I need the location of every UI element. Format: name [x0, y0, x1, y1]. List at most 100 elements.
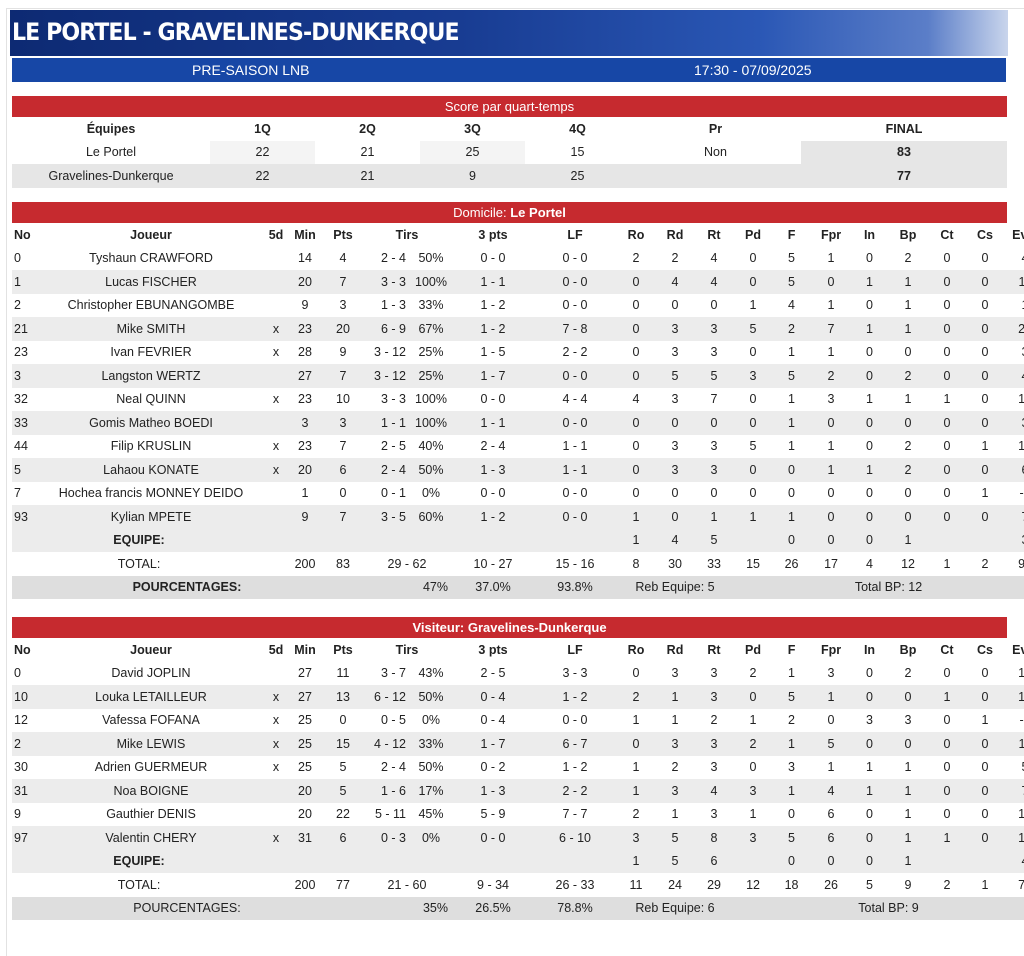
stat-cell: 3 [734, 364, 773, 388]
stat-cell: 1 [888, 849, 929, 873]
stat-cell: 0 - 0 [562, 298, 588, 313]
stat-cell: 0 [943, 439, 951, 454]
stat-cell: 1 [827, 760, 835, 775]
stat-cell: 0 [981, 666, 989, 681]
stat-cell: 26 [784, 556, 799, 571]
column-header: 5d [268, 227, 284, 242]
column-header: LF [567, 227, 583, 242]
stat-cell: 0 [749, 760, 757, 775]
stat-cell: 20 [286, 270, 324, 294]
stat-cell: 0 [928, 364, 967, 388]
stat-cell: 0 [811, 849, 852, 873]
stat-cell: 0 [827, 713, 835, 728]
stat-cell: 5 - 9 [480, 807, 506, 822]
stat-cell: 0 [866, 345, 873, 360]
stat-cell: 1 [772, 732, 812, 756]
stat-cell: 0 [632, 439, 640, 454]
stat-cell: 3 [286, 411, 324, 435]
stat-cell: 4 [788, 298, 795, 313]
stat-cell: 1 [827, 345, 835, 360]
stat-cell: 23 [298, 439, 312, 454]
stat-cell: 2 [981, 556, 989, 571]
stat-cell: 0 [632, 345, 640, 360]
quarter-score-cell: Non [704, 145, 727, 160]
stat-cell: 7 [811, 317, 852, 341]
column-header: 5d [268, 642, 284, 657]
stat-cell: 2 [904, 666, 912, 681]
stat-cell: 3 [656, 317, 695, 341]
stat-cell: 1 [928, 685, 967, 709]
stat-cell: 0 [616, 458, 657, 482]
stat-cell: 1 [827, 298, 835, 313]
stat-cell: 0 [710, 298, 718, 313]
boxscore-header-row: No Joueur 5d Min Pts Tirs 3 pts LF Ro Rd Rt Pd F Fpr I… [12, 223, 1024, 247]
stat-cell: 67% [410, 317, 453, 341]
stat-cell: 1 - 1 [534, 458, 617, 482]
stat-cell: 1 [616, 528, 657, 552]
blank-cell [966, 896, 1024, 920]
stat-cell: 25 [298, 713, 312, 728]
player-row: 0 David JOPLIN 27 11 3 - 7 43% 2 - 5 3 - 3 0 3 3 2 1… [12, 662, 1024, 686]
stat-cell: 1 [866, 760, 873, 775]
starter-mark [266, 505, 286, 529]
stat-cell: 6 [694, 849, 735, 873]
column-header: Ro [627, 642, 645, 657]
competition-label: PRE-SAISON LNB [192, 62, 310, 78]
stat-cell: 1 [851, 458, 889, 482]
stat-cell: 9 [301, 298, 309, 313]
stat-cell: 1 - 3 [452, 458, 535, 482]
quarter-score-cell: 9 [420, 164, 525, 188]
stat-cell: 0 [928, 458, 967, 482]
stat-cell: 0 - 3 [362, 826, 410, 850]
stat-cell: 4 [866, 556, 873, 571]
stat-cell: 0 [904, 345, 912, 360]
starter-mark [266, 803, 286, 827]
stat-cell: 1 [788, 439, 795, 454]
stat-cell: 2 - 2 [562, 345, 588, 360]
column-header: Ro [627, 227, 645, 242]
stat-cell: 0 - 4 [452, 685, 535, 709]
stat-cell: 25 [286, 732, 324, 756]
stat-cell: 19 [1018, 807, 1024, 822]
stat-cell: 1 [788, 666, 795, 681]
player-number: 32 [14, 392, 28, 407]
stat-cell [966, 849, 1005, 873]
stat-cell [966, 528, 1005, 552]
stat-cell: 5 [1004, 756, 1024, 780]
stat-cell: 1 - 1 [562, 439, 588, 454]
stat-cell: 1 [888, 528, 929, 552]
stat-cell: 2 - 4 [480, 439, 506, 454]
stat-cell: 3 [1004, 528, 1024, 552]
stat-cell: 9 - 34 [477, 877, 509, 892]
starter-mark [266, 247, 286, 271]
stat-cell: 2 [904, 251, 912, 266]
stat-cell: 1 [851, 779, 889, 803]
stat-cell: 4 - 12 [362, 732, 410, 756]
stat-cell: 0 [981, 345, 989, 360]
starter-mark: x [272, 760, 280, 775]
stat-cell: 29 [707, 877, 721, 892]
stat-cell: 6 [827, 807, 835, 822]
stat-cell: 0 - 0 [534, 411, 617, 435]
player-number: 7 [14, 486, 21, 501]
stat-cell: 7 [1004, 505, 1024, 529]
stat-cell: 0 [928, 779, 967, 803]
starter-mark [266, 270, 286, 294]
stat-cell: 5 [772, 685, 812, 709]
stat-cell: 1 [656, 685, 695, 709]
starter-mark [266, 662, 286, 686]
stat-cell: 7 [324, 270, 362, 294]
stat-cell: 4 [1004, 364, 1024, 388]
player-name: Kylian MPETE [36, 505, 266, 529]
home-boxscore-title: Domicile: Le Portel [12, 202, 1007, 223]
column-header: Pts [333, 642, 353, 657]
stat-cell: 10 [1004, 685, 1024, 709]
stat-cell: 6 [811, 826, 852, 850]
stat-cell: 4 [656, 528, 695, 552]
stat-cell: 2 [943, 877, 951, 892]
stat-cell: 27 [286, 685, 324, 709]
stat-cell: 3 [827, 392, 835, 407]
